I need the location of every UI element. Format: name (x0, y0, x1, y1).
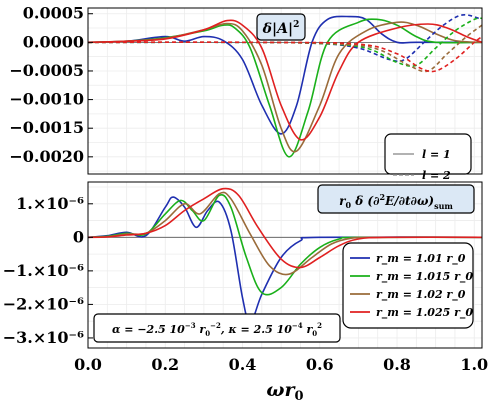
legend-label: r_m = 1.01 r_0 (376, 252, 466, 266)
y-tick-label: −2.×10⁻⁶ (3, 294, 84, 313)
legend-label: l = 1 (422, 148, 451, 161)
top-panel-legend: l = 1 l = 2 (384, 133, 472, 182)
legend-label: l = 2 (422, 169, 451, 182)
y-tick-label: −1.×10⁻⁶ (3, 261, 84, 280)
y-tick-label: 0.0000 (23, 32, 84, 51)
x-tick-label: 0.0 (74, 355, 102, 374)
y-tick-label: −0.0020 (9, 147, 84, 166)
y-tick-label: −3.×10⁻⁶ (3, 328, 84, 347)
series-line (88, 187, 482, 269)
y-tick-label: −0.0015 (9, 118, 84, 137)
top-panel-series (88, 13, 482, 158)
bottom-panel-title: r0 δ (∂2E/∂t∂ω)sum (339, 192, 453, 211)
legend-label: r_m = 1.025 r_0 (376, 306, 473, 320)
top-panel-title: δ|A|2 (262, 20, 300, 37)
bottom-panel-legend (342, 242, 474, 329)
y-tick-label: 0 (73, 227, 84, 246)
series-line (88, 19, 482, 141)
top-panel-frame (87, 7, 483, 175)
x-tick-label: 0.2 (151, 355, 179, 374)
top-panel-y-ticks: 0.0005 0.0000 −0.0005 −0.0010 −0.0015 −0.0020 (9, 4, 93, 166)
x-axis-label: ωr0 (266, 379, 303, 404)
bottom-panel-frame (87, 181, 483, 349)
bottom-panel-y-ticks: 1.×10⁻⁶ 0 −1.×10⁻⁶ −2.×10⁻⁶ −3.×10⁻⁶ (3, 194, 93, 347)
y-tick-label: 1.×10⁻⁶ (16, 194, 84, 213)
top-panel-title-box: δ|A|2 (256, 13, 306, 41)
x-ticks: 0.0 0.2 0.4 0.6 0.8 1.0 (74, 355, 488, 374)
y-tick-label: −0.0005 (9, 61, 84, 80)
bottom-panel-title-box: r0 δ (∂2E/∂t∂ω)sum (317, 184, 475, 214)
series-line (88, 15, 482, 135)
y-tick-label: −0.0010 (9, 90, 84, 109)
x-tick-label: 0.6 (306, 355, 334, 374)
bottom-panel-series (88, 187, 482, 324)
x-tick-label: 0.8 (383, 355, 411, 374)
x-tick-label: 1.0 (460, 355, 488, 374)
x-tick-label: 0.4 (229, 355, 257, 374)
radii-legend-entries: r_m = 1.01 r_0 r_m = 1.015 r_0 r_m = 1.02 … (350, 252, 473, 320)
y-tick-label: 0.0005 (23, 4, 84, 23)
series-line (88, 196, 482, 324)
legend-label: r_m = 1.02 r_0 (376, 288, 466, 302)
series-line (88, 35, 482, 73)
parameter-annotation: α = −2.5 10−3 r0−2, κ = 2.5 10−4 r02 (112, 321, 322, 338)
parameter-annotation-box: α = −2.5 10−3 r0−2, κ = 2.5 10−4 r02 (93, 313, 341, 343)
legend-label: r_m = 1.015 r_0 (376, 270, 473, 284)
